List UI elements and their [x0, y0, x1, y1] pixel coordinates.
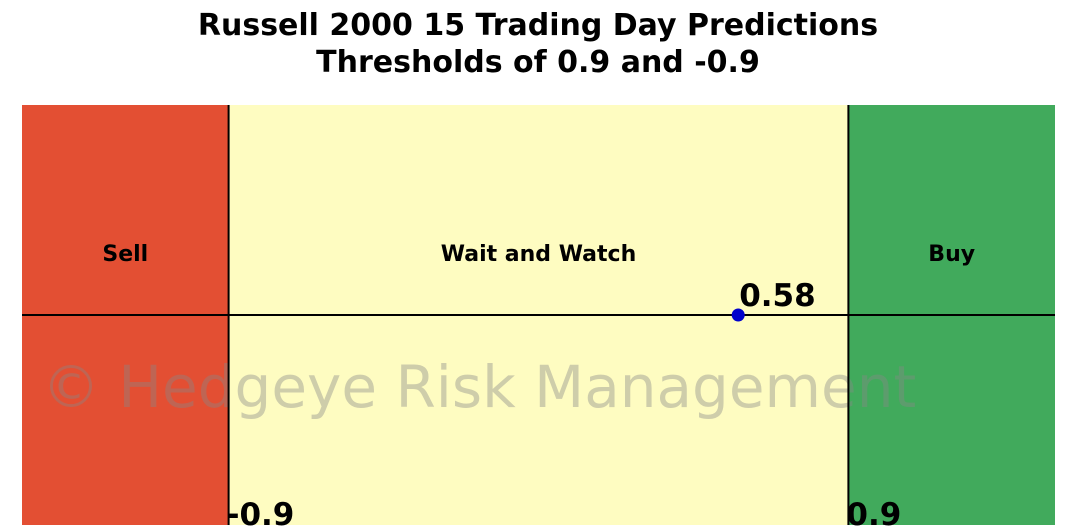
chart-title: Russell 2000 15 Trading Day Predictions — [198, 8, 878, 43]
zone-label: Wait and Watch — [441, 242, 637, 267]
zone-label: Sell — [102, 242, 148, 267]
threshold-label: -0.9 — [227, 497, 295, 529]
prediction-point — [731, 308, 745, 322]
zone-label: Buy — [928, 242, 975, 267]
watermark: © Hedgeye Risk Management — [42, 353, 916, 421]
chart-subtitle: Thresholds of 0.9 and -0.9 — [316, 45, 760, 80]
plot-area: Sell Wait and Watch Buy © Hedgeye Risk Mana… — [22, 105, 1055, 529]
threshold-label: 0.9 — [846, 497, 901, 529]
value-label: 0.58 — [739, 278, 816, 314]
